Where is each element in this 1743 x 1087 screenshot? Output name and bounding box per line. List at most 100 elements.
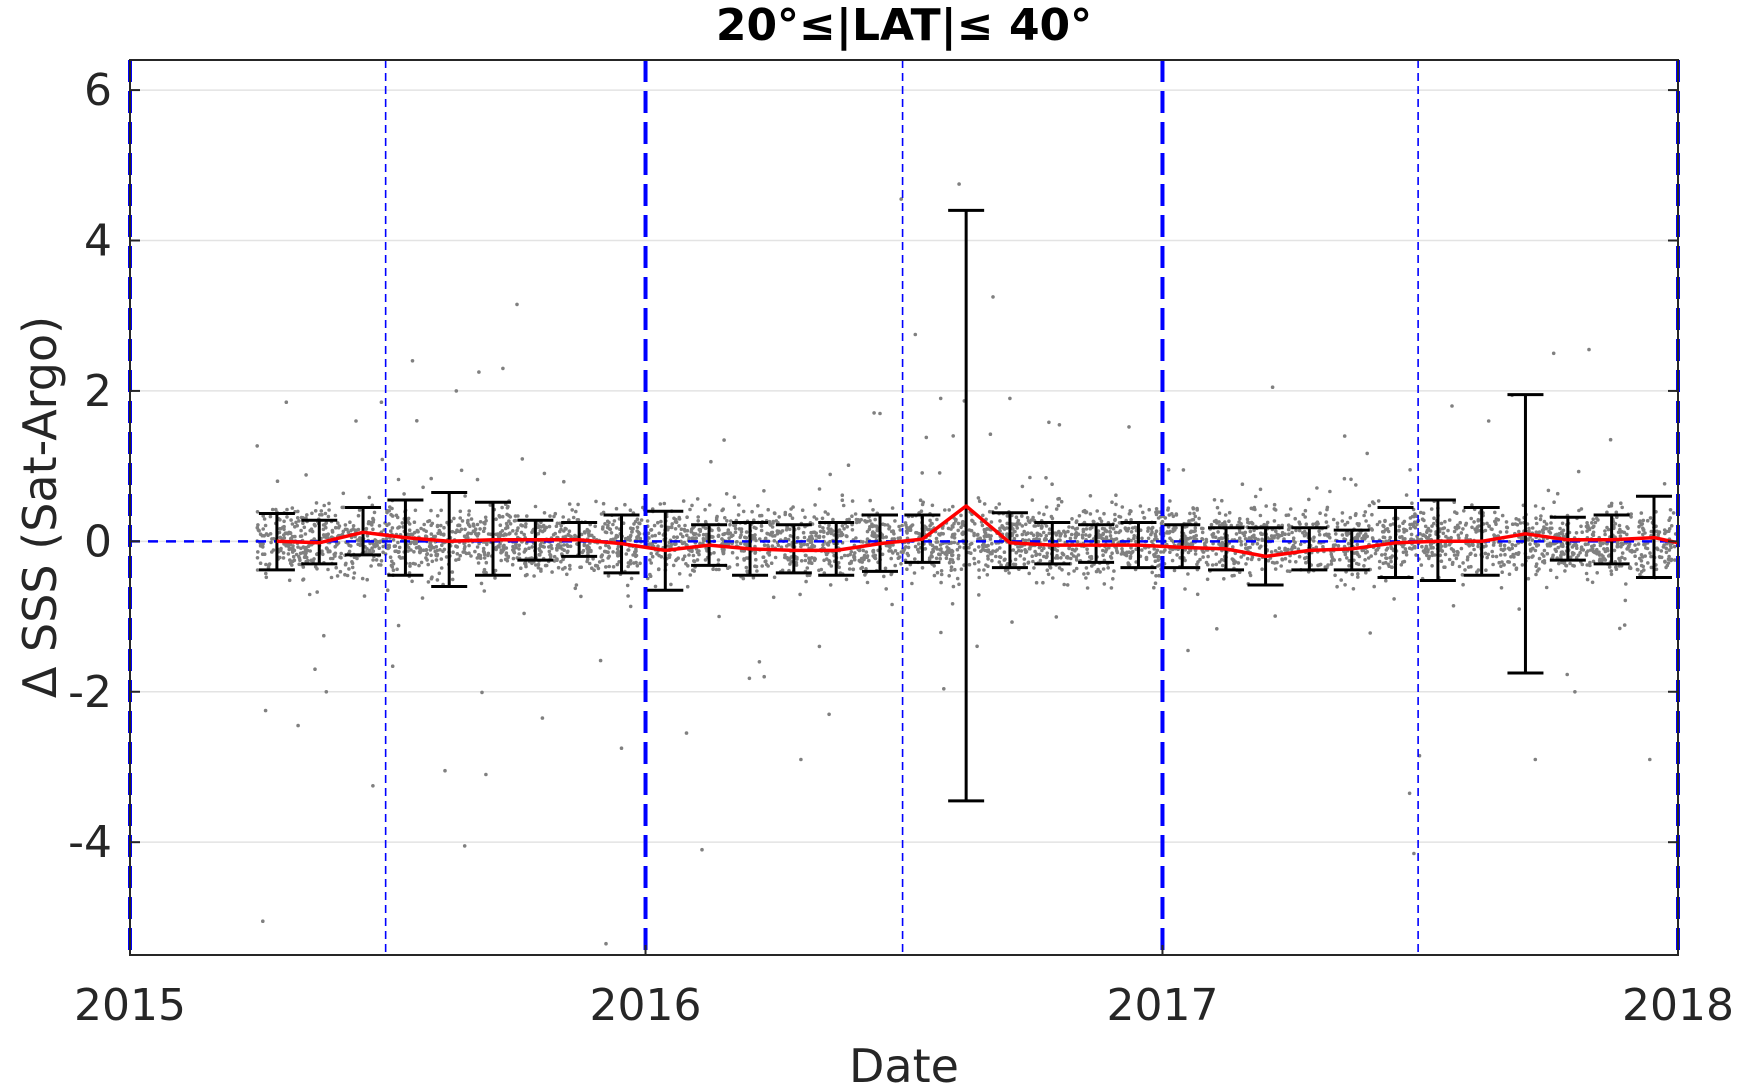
scatter-point bbox=[574, 583, 579, 587]
scatter-point bbox=[788, 513, 793, 518]
scatter-point bbox=[1542, 548, 1547, 553]
scatter-point bbox=[508, 531, 512, 535]
scatter-point bbox=[957, 545, 962, 549]
scatter-point bbox=[635, 525, 640, 530]
scatter-point bbox=[959, 567, 964, 571]
scatter-point bbox=[1076, 553, 1081, 557]
scatter-point bbox=[762, 543, 767, 547]
scatter-point bbox=[836, 561, 841, 565]
scatter-point bbox=[1248, 573, 1253, 578]
scatter-point bbox=[764, 559, 768, 563]
scatter-point bbox=[939, 572, 944, 577]
scatter-point bbox=[1484, 568, 1488, 572]
scatter-point bbox=[849, 550, 854, 554]
scatter-point bbox=[1244, 562, 1248, 566]
scatter-point bbox=[1056, 503, 1061, 508]
scatter-point bbox=[561, 515, 565, 519]
scatter-point bbox=[1362, 564, 1366, 568]
scatter-point bbox=[997, 560, 1002, 564]
scatter-point bbox=[913, 544, 918, 549]
scatter-point bbox=[1206, 554, 1210, 559]
scatter-point bbox=[379, 400, 384, 405]
scatter-point bbox=[1380, 553, 1384, 557]
scatter-point bbox=[1014, 523, 1019, 528]
scatter-point bbox=[707, 503, 712, 507]
scatter-point bbox=[1537, 556, 1542, 561]
scatter-point bbox=[1409, 532, 1414, 537]
scatter-point bbox=[1033, 524, 1038, 528]
scatter-point bbox=[682, 554, 687, 558]
scatter-point bbox=[523, 573, 528, 578]
scatter-point bbox=[1464, 536, 1469, 540]
scatter-point bbox=[1476, 529, 1480, 533]
scatter-point bbox=[290, 506, 295, 510]
scatter-point bbox=[1074, 547, 1079, 551]
scatter-point bbox=[1672, 544, 1677, 549]
scatter-point bbox=[687, 553, 691, 557]
scatter-point bbox=[626, 537, 630, 542]
scatter-point bbox=[1357, 522, 1361, 526]
scatter-point bbox=[1616, 530, 1621, 535]
scatter-point bbox=[391, 561, 396, 566]
scatter-point bbox=[823, 510, 828, 514]
scatter-point bbox=[1622, 623, 1627, 627]
scatter-point bbox=[975, 644, 979, 649]
x-tick-label: 2015 bbox=[74, 980, 186, 1031]
scatter-point bbox=[755, 569, 759, 573]
scatter-point bbox=[826, 543, 831, 547]
scatter-point bbox=[1345, 531, 1350, 536]
scatter-point bbox=[724, 492, 729, 496]
scatter-point bbox=[1404, 550, 1409, 554]
scatter-point bbox=[412, 550, 416, 554]
scatter-point bbox=[301, 521, 305, 525]
scatter-point bbox=[1505, 525, 1510, 530]
scatter-point bbox=[1150, 525, 1155, 530]
scatter-point bbox=[1212, 498, 1217, 502]
scatter-point bbox=[1166, 506, 1171, 511]
scatter-point bbox=[1514, 567, 1519, 572]
scatter-point bbox=[772, 575, 777, 580]
scatter-point bbox=[477, 370, 481, 374]
scatter-point bbox=[321, 552, 325, 557]
scatter-point bbox=[1541, 559, 1545, 564]
scatter-point bbox=[1108, 526, 1113, 530]
scatter-point bbox=[783, 536, 788, 541]
scatter-point bbox=[1089, 556, 1094, 561]
scatter-point bbox=[1439, 521, 1444, 526]
scatter-point bbox=[1667, 548, 1672, 552]
scatter-point bbox=[1269, 550, 1274, 554]
scatter-point bbox=[1212, 519, 1217, 524]
scatter-point bbox=[1099, 519, 1104, 523]
scatter-point bbox=[1486, 419, 1491, 423]
scatter-point bbox=[429, 576, 434, 581]
scatter-point bbox=[1274, 529, 1278, 533]
scatter-point bbox=[1297, 528, 1302, 533]
scatter-point bbox=[1120, 550, 1125, 554]
scatter-point bbox=[1626, 526, 1630, 531]
scatter-point bbox=[1499, 564, 1503, 569]
scatter-point bbox=[1427, 554, 1432, 559]
scatter-point bbox=[440, 543, 444, 547]
scatter-point bbox=[1424, 544, 1429, 549]
scatter-point bbox=[291, 554, 296, 559]
scatter-point bbox=[1458, 520, 1462, 525]
scatter-point bbox=[293, 525, 297, 529]
scatter-point bbox=[1443, 565, 1447, 569]
scatter-point bbox=[634, 553, 639, 558]
scatter-point bbox=[1011, 562, 1016, 567]
scatter-point bbox=[262, 517, 267, 521]
scatter-point bbox=[1063, 534, 1068, 538]
scatter-point bbox=[1125, 529, 1130, 533]
scatter-point bbox=[435, 524, 440, 529]
scatter-point bbox=[1054, 507, 1059, 511]
scatter-point bbox=[872, 411, 876, 415]
scatter-point bbox=[652, 523, 657, 528]
scatter-point bbox=[760, 564, 764, 568]
scatter-point bbox=[1444, 534, 1448, 539]
scatter-point bbox=[417, 563, 421, 568]
scatter-point bbox=[1209, 522, 1214, 527]
scatter-point bbox=[1460, 573, 1465, 577]
scatter-point bbox=[530, 530, 534, 535]
scatter-point bbox=[887, 549, 891, 553]
scatter-point bbox=[721, 549, 725, 554]
